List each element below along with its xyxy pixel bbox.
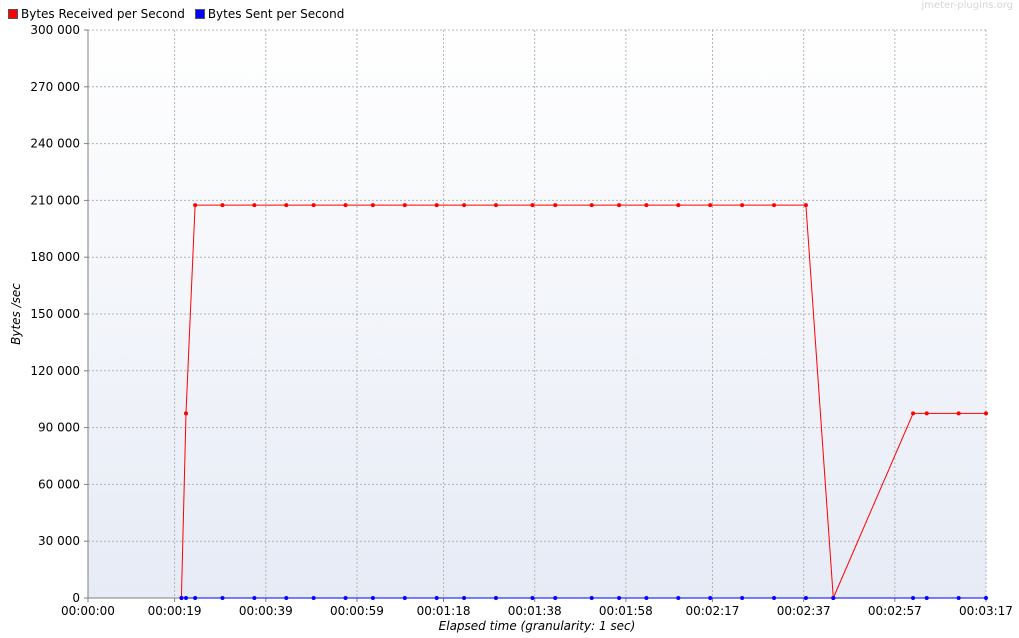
- x-tick-label: 00:03:17: [959, 604, 1013, 618]
- data-point-1: [402, 596, 407, 600]
- series-layer: [179, 203, 988, 600]
- legend-swatch-red: [8, 9, 18, 19]
- data-point-1: [193, 596, 198, 600]
- watermark: jmeter-plugins.org: [921, 0, 1013, 11]
- data-point-0: [676, 203, 681, 208]
- data-point-1: [676, 596, 681, 600]
- data-point-0: [924, 411, 929, 416]
- legend-item-bytes-sent: Bytes Sent per Second: [194, 7, 345, 21]
- x-tick-label: 00:02:57: [868, 604, 922, 618]
- data-point-0: [589, 203, 594, 208]
- legend-swatch-blue: [194, 9, 205, 19]
- data-point-1: [708, 596, 713, 600]
- y-tick-label: 120 000: [30, 364, 80, 378]
- data-point-1: [911, 596, 916, 600]
- data-point-0: [220, 203, 225, 208]
- data-point-1: [617, 596, 622, 600]
- data-point-1: [831, 596, 836, 600]
- data-point-0: [617, 203, 622, 208]
- data-point-0: [434, 203, 439, 208]
- grid-lines: [88, 29, 987, 598]
- legend-label-bytes-received: Bytes Received per Second: [21, 7, 185, 21]
- data-point-1: [589, 596, 594, 600]
- x-tick-label: 00:01:58: [599, 604, 653, 618]
- data-point-0: [911, 411, 916, 416]
- x-tick-label: 00:00:00: [61, 604, 115, 618]
- data-point-1: [644, 596, 649, 600]
- x-axis-label: Elapsed time (granularity: 1 sec): [439, 619, 636, 633]
- legend: Bytes Received per Second Bytes Sent per…: [8, 6, 354, 22]
- data-point-1: [434, 596, 439, 600]
- data-point-1: [343, 596, 348, 600]
- data-point-0: [370, 203, 375, 208]
- data-point-0: [311, 203, 316, 208]
- y-tick-label: 90 000: [38, 421, 80, 435]
- data-point-1: [252, 596, 257, 600]
- data-point-0: [956, 411, 961, 416]
- data-point-1: [370, 596, 375, 600]
- x-tick-label: 00:01:18: [417, 604, 471, 618]
- data-point-1: [924, 596, 929, 600]
- data-point-1: [740, 596, 745, 600]
- data-point-0: [252, 203, 257, 208]
- x-tick-label: 00:02:17: [686, 604, 740, 618]
- data-point-1: [184, 596, 189, 600]
- data-point-0: [644, 203, 649, 208]
- data-point-0: [740, 203, 745, 208]
- y-tick-label: 150 000: [30, 307, 80, 321]
- y-tick-label: 270 000: [30, 80, 80, 94]
- data-point-0: [493, 203, 498, 208]
- x-tick-label: 00:02:37: [777, 604, 831, 618]
- data-point-0: [708, 203, 713, 208]
- y-tick-label: 180 000: [30, 250, 80, 264]
- y-tick-label: 0: [72, 591, 80, 605]
- y-tick-label: 240 000: [30, 137, 80, 151]
- data-point-1: [956, 596, 961, 600]
- data-point-1: [179, 596, 184, 600]
- data-point-0: [530, 203, 535, 208]
- data-point-1: [462, 596, 467, 600]
- y-tick-label: 210 000: [30, 193, 80, 207]
- data-point-1: [984, 596, 988, 600]
- data-point-0: [284, 203, 289, 208]
- data-point-1: [530, 596, 535, 600]
- data-point-1: [220, 596, 225, 600]
- y-tick-label: 60 000: [38, 477, 80, 491]
- data-point-0: [462, 203, 467, 208]
- series-line-0: [180, 204, 986, 599]
- y-tick-label: 300 000: [30, 23, 80, 37]
- data-point-0: [402, 203, 407, 208]
- data-point-0: [343, 203, 348, 208]
- x-tick-label: 00:00:19: [148, 604, 202, 618]
- x-tick-label: 00:01:38: [508, 604, 562, 618]
- data-point-0: [984, 411, 988, 416]
- data-point-1: [553, 596, 558, 600]
- y-axis-label: Bytes /sec: [9, 283, 23, 345]
- data-point-0: [193, 203, 198, 208]
- legend-item-bytes-received: Bytes Received per Second: [8, 7, 185, 21]
- x-tick-label: 00:00:39: [239, 604, 293, 618]
- data-point-0: [184, 411, 189, 416]
- legend-label-bytes-sent: Bytes Sent per Second: [207, 7, 345, 21]
- axes: 0 30 000 60 000 90 000 120 000 150 000 180 000…: [30, 23, 1013, 618]
- data-point-1: [311, 596, 316, 600]
- data-point-1: [493, 596, 498, 600]
- data-point-1: [284, 596, 289, 600]
- y-tick-label: 30 000: [38, 534, 80, 548]
- data-point-0: [772, 203, 777, 208]
- data-point-0: [553, 203, 558, 208]
- data-point-1: [772, 596, 777, 600]
- x-tick-label: 00:00:59: [330, 604, 384, 618]
- data-point-1: [803, 596, 808, 600]
- data-point-0: [803, 203, 808, 208]
